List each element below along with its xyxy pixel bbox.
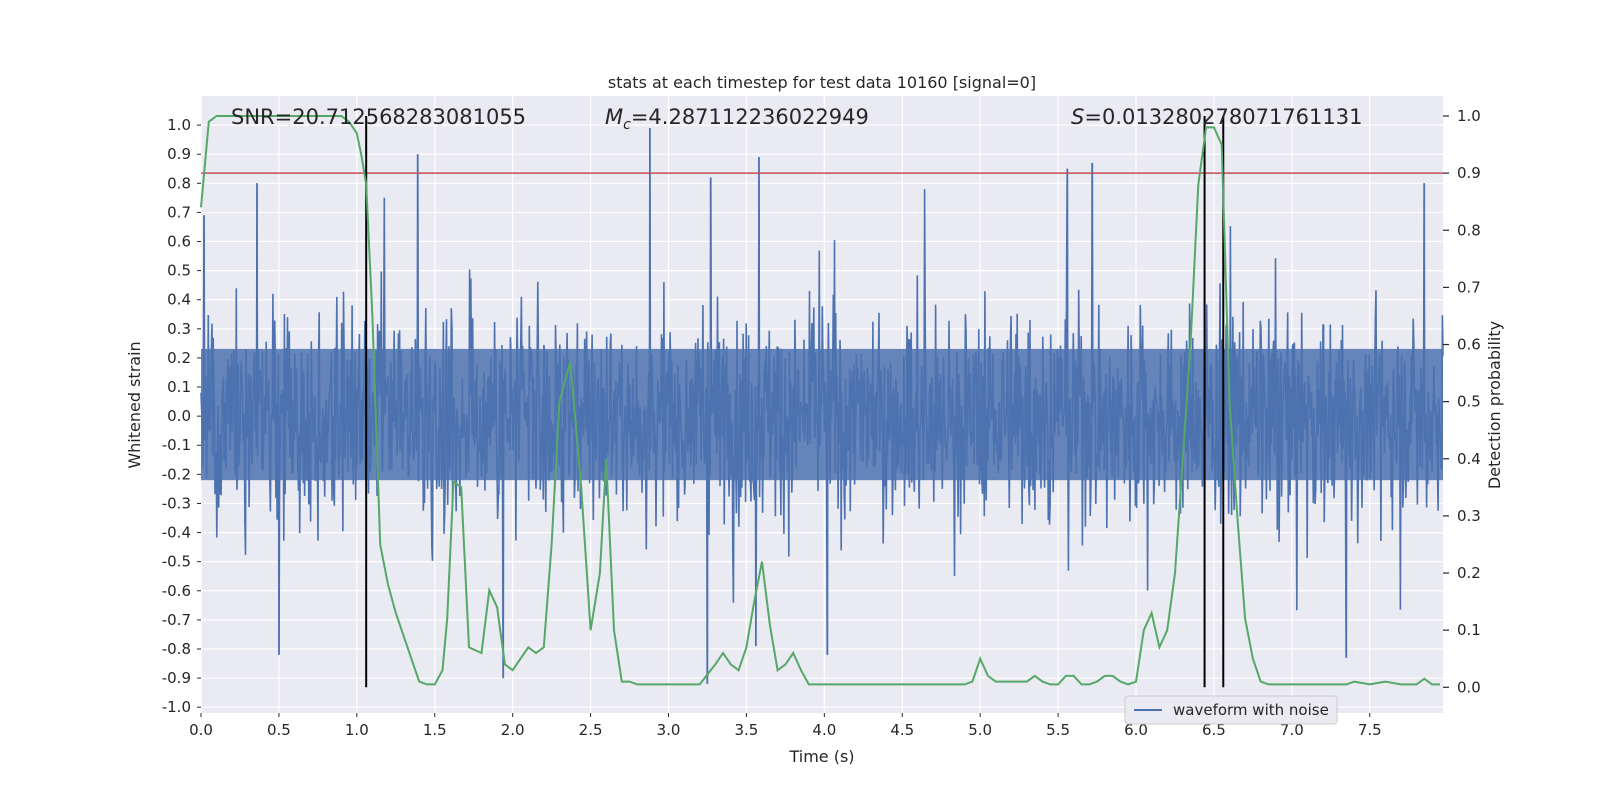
y2-tick-label: 0.5 bbox=[1457, 393, 1481, 411]
chart-title: stats at each timestep for test data 101… bbox=[608, 73, 1036, 92]
mc-symbol: M bbox=[605, 105, 623, 129]
y2-tick-label: 0.1 bbox=[1457, 621, 1481, 639]
y-tick-label: -0.1 bbox=[162, 436, 191, 454]
y-tick-label: -0.7 bbox=[162, 611, 191, 629]
x-tick-label: 4.0 bbox=[812, 721, 836, 739]
legend: waveform with noise bbox=[1124, 695, 1338, 725]
x-axis-ticks: 0.0 0.5 1.0 1.5 2.0 2.5 3.0 3.5 4.0 4.5 5.0 5.5 6.0 6… bbox=[189, 713, 1382, 739]
y-tick-label: -0.5 bbox=[162, 553, 191, 571]
x-tick-label: 2.0 bbox=[501, 721, 525, 739]
legend-entry: waveform with noise bbox=[1173, 701, 1329, 719]
mc-annotation: Mc=4.287112236022949 bbox=[605, 105, 869, 133]
y-tick-label: 0.1 bbox=[167, 378, 191, 396]
x-tick-label: 1.0 bbox=[345, 721, 369, 739]
x-tick-label: 0.5 bbox=[267, 721, 291, 739]
s-annotation: S=0.013280278071761131 bbox=[1071, 105, 1362, 129]
y2-tick-label: 0.6 bbox=[1457, 336, 1481, 354]
y-tick-label: -0.2 bbox=[162, 465, 191, 483]
y-tick-label: 0.2 bbox=[167, 349, 191, 367]
x-tick-label: 5.5 bbox=[1046, 721, 1070, 739]
detection-probability-series bbox=[200, 115, 1440, 686]
y-tick-label: 0.9 bbox=[167, 145, 191, 163]
s-value: =0.013280278071761131 bbox=[1084, 105, 1362, 129]
x-axis-label: Time (s) bbox=[788, 747, 854, 766]
mc-value: =4.287112236022949 bbox=[631, 105, 869, 129]
y2-tick-label: 0.8 bbox=[1457, 221, 1481, 239]
waveform-series bbox=[200, 127, 1444, 684]
x-tick-label: 5.0 bbox=[968, 721, 992, 739]
y-tick-label: 0.6 bbox=[167, 233, 191, 251]
y2-tick-label: 0.4 bbox=[1457, 450, 1481, 468]
x-tick-label: 1.5 bbox=[423, 721, 447, 739]
snr-annotation: SNR=20.712568283081055 bbox=[231, 105, 526, 129]
y2-tick-label: 1.0 bbox=[1457, 107, 1481, 125]
y2-axis-label: Detection probability bbox=[1485, 321, 1504, 489]
y-tick-label: 0.5 bbox=[167, 262, 191, 280]
x-tick-label: 7.0 bbox=[1280, 721, 1304, 739]
x-tick-label: 2.5 bbox=[579, 721, 603, 739]
waveform-core-band bbox=[201, 348, 1443, 481]
x-tick-label: 6.0 bbox=[1124, 721, 1148, 739]
y-tick-label: -0.6 bbox=[162, 582, 191, 600]
x-tick-label: 3.5 bbox=[734, 721, 758, 739]
y2-tick-label: 0.7 bbox=[1457, 278, 1481, 296]
y-tick-label: 0.4 bbox=[167, 291, 191, 309]
y-tick-label: 1.0 bbox=[167, 116, 191, 134]
x-tick-label: 7.5 bbox=[1358, 721, 1382, 739]
mc-subscript: c bbox=[623, 117, 631, 133]
y-axis-label: Whitened strain bbox=[125, 341, 144, 468]
x-tick-label: 0.0 bbox=[189, 721, 213, 739]
x-tick-label: 4.5 bbox=[890, 721, 914, 739]
probability-line bbox=[200, 115, 1440, 686]
y-tick-label: 0.7 bbox=[167, 203, 191, 221]
s-symbol: S bbox=[1071, 105, 1084, 129]
y2-axis-ticks: 1.0 0.9 0.8 0.7 0.6 0.5 0.4 0.3 0.2 0.1 0.0 bbox=[1443, 107, 1481, 696]
y-tick-label: -0.4 bbox=[162, 524, 191, 542]
y-tick-label: -0.9 bbox=[162, 669, 191, 687]
y-axis-ticks: 1.0 0.9 0.8 0.7 0.6 0.5 0.4 0.3 0.2 0.1 0.0 -0.1 -0.… bbox=[162, 116, 201, 716]
legend-box bbox=[1124, 695, 1338, 725]
y-tick-label: 0.0 bbox=[167, 407, 191, 425]
y-tick-label: 0.3 bbox=[167, 320, 191, 338]
x-tick-label: 3.0 bbox=[657, 721, 681, 739]
y-tick-label: -1.0 bbox=[162, 698, 191, 716]
y2-tick-label: 0.2 bbox=[1457, 564, 1481, 582]
y-tick-label: -0.3 bbox=[162, 494, 191, 512]
y2-tick-label: 0.0 bbox=[1457, 678, 1481, 696]
y2-tick-label: 0.9 bbox=[1457, 164, 1481, 182]
y2-tick-label: 0.3 bbox=[1457, 507, 1481, 525]
x-tick-label: 6.5 bbox=[1202, 721, 1226, 739]
y-tick-label: 0.8 bbox=[167, 174, 191, 192]
y-tick-label: -0.8 bbox=[162, 640, 191, 658]
